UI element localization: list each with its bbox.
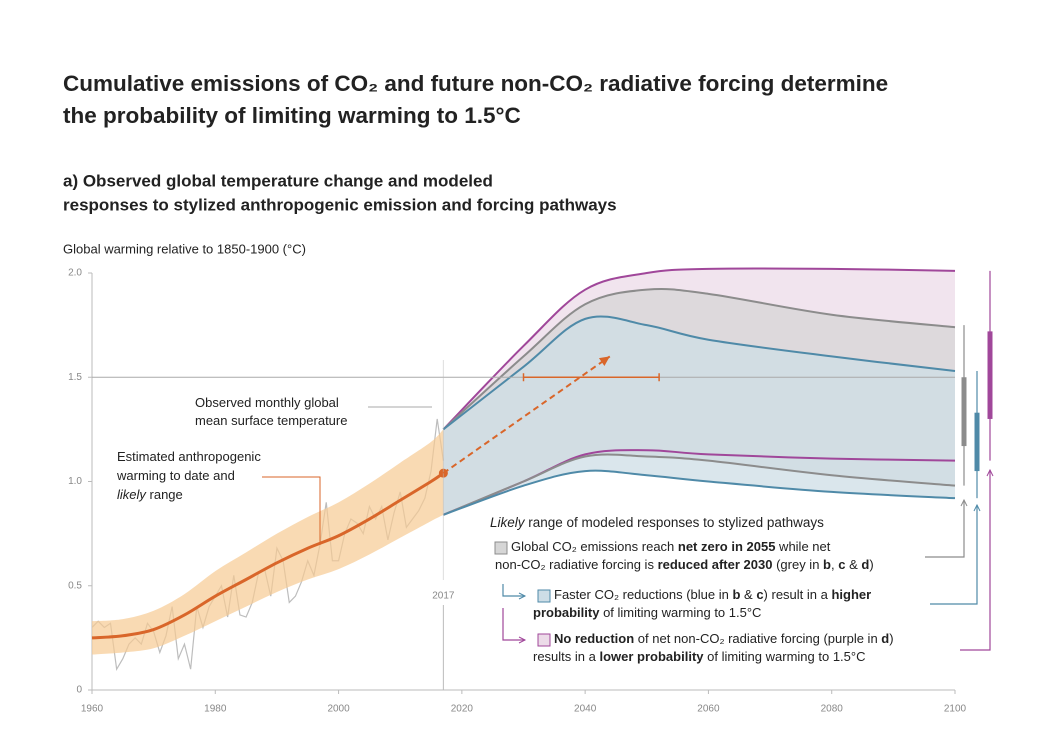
scenario-upper (442, 267, 956, 431)
connector (502, 608, 525, 641)
rich-text: Observed monthly global (195, 395, 339, 410)
text-segment: lower probability (599, 649, 704, 664)
y-tick-label: 0.5 (68, 580, 82, 591)
anthropogenic-line (91, 471, 445, 640)
y-tick-label: 1.0 (68, 476, 82, 487)
text-segment: of limiting warming to 1.5°C (704, 649, 866, 664)
text-segment: of net non-CO₂ radiative forcing (purple… (634, 631, 881, 646)
text-segment: range (146, 487, 183, 502)
connector-arrow (518, 636, 527, 644)
text-segment: & (845, 557, 861, 572)
connector-arrow (518, 592, 527, 600)
text-segment: c (838, 557, 845, 572)
x-tick-label: 1980 (204, 704, 227, 715)
rich-text: No reduction of net non-CO₂ radiative fo… (554, 631, 894, 646)
scenario-upper (442, 315, 956, 431)
legend-swatch (537, 633, 551, 647)
text-segment: range of modeled responses to stylized p… (525, 515, 825, 530)
connector (925, 500, 965, 558)
text-segment: , (831, 557, 838, 572)
connector (960, 470, 991, 651)
text-segment: Observed monthly global (195, 395, 339, 410)
text-segment: d (881, 631, 889, 646)
connector-arrow (960, 498, 968, 507)
y-tick-label: 0 (76, 685, 82, 696)
rich-text: mean surface temperature (195, 413, 347, 428)
x-tick-label: 2020 (451, 704, 474, 715)
y-tick-label: 2.0 (68, 268, 82, 279)
text-segment: net zero in 2055 (678, 539, 776, 554)
text-segment: results in a (533, 649, 599, 664)
chart-subtitle: responses to stylized anthropogenic emis… (63, 195, 617, 214)
x-tick-label: 1960 (81, 704, 104, 715)
scenario-lower (442, 453, 956, 516)
text-segment: Faster CO₂ reductions (blue in (554, 587, 732, 602)
scenario-lower (443, 469, 956, 516)
pathway-arrow (442, 355, 611, 474)
legend-swatch (494, 541, 508, 555)
arrow-head (598, 356, 610, 367)
scenario-upper (442, 288, 956, 431)
chart-subtitle: a) Observed global temperature change an… (63, 171, 493, 190)
text-segment: non-CO₂ radiative forcing is (495, 557, 658, 572)
text-segment: higher (831, 587, 871, 602)
text-segment: probability (533, 605, 600, 620)
chart-title: Cumulative emissions of CO₂ and future n… (63, 71, 888, 96)
text-segment: Global CO₂ emissions reach (511, 539, 678, 554)
text-segment: (grey in (772, 557, 823, 572)
x-tick-label: 2040 (574, 704, 597, 715)
range-box (987, 331, 993, 419)
text-segment: mean surface temperature (195, 413, 347, 428)
rich-text: Global CO₂ emissions reach net zero in 2… (511, 539, 831, 554)
text-segment: No reduction (554, 631, 634, 646)
anthropogenic-band (92, 429, 444, 655)
y-tick-label: 1.5 (68, 372, 82, 383)
text-segment: Likely (490, 515, 526, 530)
text-segment: b (732, 587, 740, 602)
chart-title: the probability of limiting warming to 1… (63, 103, 521, 128)
text-segment: d (861, 557, 869, 572)
range-box (974, 412, 980, 472)
y-axis-label: Global warming relative to 1850-1900 (°C… (63, 241, 306, 256)
text-segment: Estimated anthropogenic (117, 449, 261, 464)
x-tick-label: 2080 (821, 704, 844, 715)
rich-text: warming to date and (116, 468, 235, 483)
x-tick-label: 2100 (944, 704, 967, 715)
leader-line (262, 476, 321, 545)
text-segment: while net (775, 539, 830, 554)
rich-text: results in a lower probability of limiti… (533, 649, 865, 664)
text-segment: ) result in a (764, 587, 832, 602)
scenario-band (443, 316, 955, 515)
rich-text: Estimated anthropogenic (117, 449, 261, 464)
rich-text: probability of limiting warming to 1.5°C (533, 605, 761, 620)
connector-arrow (973, 503, 981, 512)
legend-swatch (537, 589, 551, 603)
connector (930, 505, 978, 605)
connector (502, 584, 525, 597)
text-segment: & (740, 587, 756, 602)
rich-text: non-CO₂ radiative forcing is reduced aft… (495, 557, 874, 572)
range-box (961, 377, 967, 447)
rich-text: Faster CO₂ reductions (blue in b & c) re… (554, 587, 871, 602)
text-segment: likely (117, 487, 147, 502)
x-tick-label: 2000 (327, 704, 350, 715)
text-segment: reduced after 2030 (658, 557, 773, 572)
text-segment: b (823, 557, 831, 572)
x-tick-label: 2060 (697, 704, 720, 715)
text-segment: c (756, 587, 763, 602)
connector-arrow (986, 468, 994, 477)
text-segment: ) (869, 557, 873, 572)
rich-text: Likely range of modeled responses to sty… (490, 515, 824, 530)
text-segment: ) (889, 631, 893, 646)
text-segment: warming to date and (116, 468, 235, 483)
year-marker-label: 2017 (432, 591, 455, 602)
rich-text: likely range (117, 487, 183, 502)
text-segment: of limiting warming to 1.5°C (599, 605, 761, 620)
